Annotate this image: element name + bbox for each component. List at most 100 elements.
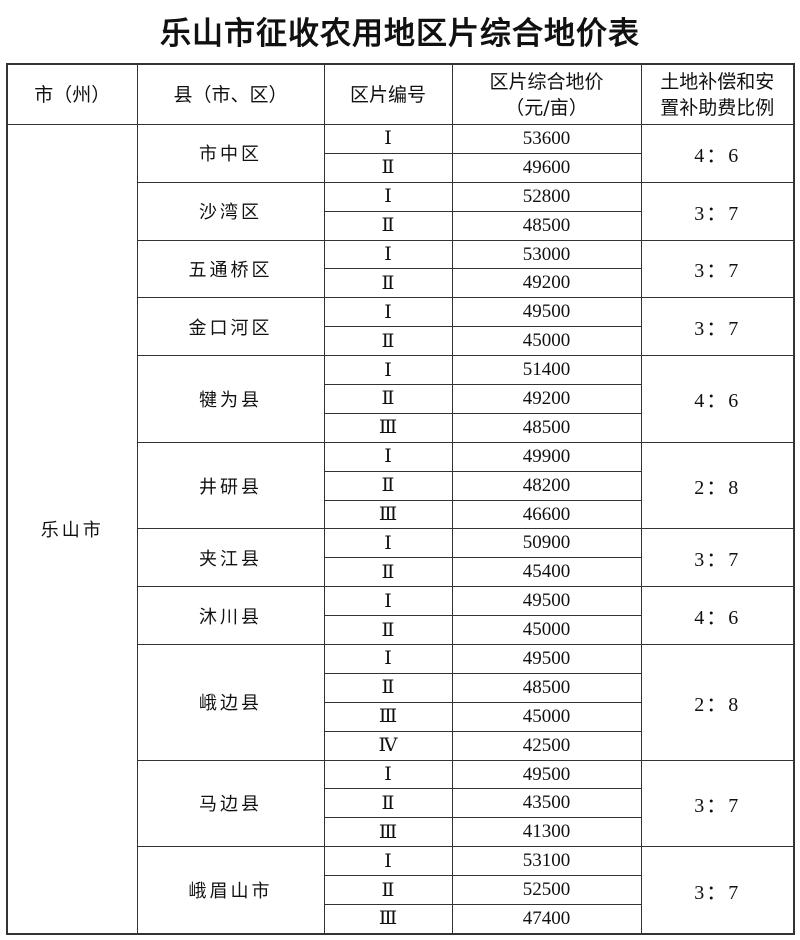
price-cell: 53600 <box>451 124 642 154</box>
header-ratio: 土地补偿和安 置补助费比例 <box>640 63 795 125</box>
land-price-table: 市（州） 县（市、区） 区片编号 区片综合地价 （元/亩） 土地补偿和安 置补助… <box>6 63 795 935</box>
zone-id-cell: Ⅱ <box>323 326 453 357</box>
zone-id-cell: Ⅰ <box>323 846 453 877</box>
price-cell: 45400 <box>451 557 642 588</box>
zone-id-cell: Ⅰ <box>323 297 453 328</box>
price-cell: 47400 <box>451 904 642 935</box>
zone-id-cell: Ⅳ <box>323 730 453 761</box>
county-cell: 犍为县 <box>136 355 325 443</box>
header-city: 市（州） <box>6 63 138 125</box>
zone-id-cell: Ⅱ <box>323 268 453 299</box>
table-row: Ⅳ 42500 <box>7 730 794 761</box>
table-row: 乐山市 市中区 Ⅰ 53600 4：6 <box>6 123 795 935</box>
zone-id-cell: Ⅱ <box>323 470 453 501</box>
zone-id-cell: Ⅱ <box>323 557 453 588</box>
table-row: Ⅱ 52500 <box>7 875 794 906</box>
zone-id-cell: Ⅲ <box>323 701 453 732</box>
price-cell: 42500 <box>451 730 642 761</box>
table-row: 金口河区 Ⅰ 49500 3：7 <box>7 297 795 357</box>
price-cell: 51400 <box>451 355 642 386</box>
zone-id-cell: Ⅰ <box>323 528 453 559</box>
county-cell: 夹江县 <box>136 528 325 588</box>
page-title: 乐山市征收农用地区片综合地价表 <box>160 16 640 52</box>
price-cell: 49500 <box>451 297 642 328</box>
price-cell: 46600 <box>451 499 642 530</box>
zone-id-cell: Ⅱ <box>323 210 453 241</box>
ratio-cell: 4：6 <box>640 586 795 646</box>
ratio-cell: 3：7 <box>640 759 795 848</box>
ratio-cell: 3：7 <box>640 239 795 299</box>
price-cell: 45000 <box>451 701 642 732</box>
price-cell: 43500 <box>451 788 642 819</box>
county-cell: 井研县 <box>136 441 325 530</box>
zone-id-cell: Ⅱ <box>323 875 453 906</box>
table-row: Ⅱ 49200 <box>7 384 794 414</box>
price-cell: 50900 <box>451 528 642 559</box>
zone-id-cell: Ⅰ <box>323 441 453 472</box>
ratio-cell: 3：7 <box>640 846 795 935</box>
zone-id-cell: Ⅱ <box>323 384 453 414</box>
zone-id-cell: Ⅱ <box>323 615 453 646</box>
ratio-cell: 4：6 <box>640 355 795 443</box>
price-cell: 48500 <box>451 672 642 703</box>
ratio-cell: 3：7 <box>640 181 795 241</box>
county-cell: 市中区 <box>136 124 325 183</box>
table-row: Ⅱ 49600 <box>7 152 794 183</box>
price-cell: 49500 <box>451 644 642 674</box>
table-row: Ⅱ 45400 <box>7 557 794 588</box>
ratio-cell: 2：8 <box>640 441 795 530</box>
table-row: Ⅲ 48500 <box>7 412 794 443</box>
table-row: 马边县 Ⅰ 49500 3：7 <box>7 759 795 848</box>
price-cell: 45000 <box>451 615 642 646</box>
ratio-cell: 3：7 <box>640 297 795 357</box>
price-cell: 49200 <box>451 268 642 299</box>
zone-id-cell: Ⅲ <box>323 817 453 848</box>
county-cell: 峨眉山市 <box>136 846 325 935</box>
zone-id-cell: Ⅲ <box>323 412 453 443</box>
ratio-cell: 2：8 <box>640 644 795 761</box>
header-county: 县（市、区） <box>136 63 325 125</box>
county-cell: 金口河区 <box>136 297 325 357</box>
zone-id-cell: Ⅰ <box>323 239 453 270</box>
price-cell: 52800 <box>451 181 642 212</box>
price-cell: 53100 <box>451 846 642 877</box>
price-cell: 52500 <box>451 875 642 906</box>
price-cell: 53000 <box>451 239 642 270</box>
city-cell: 乐山市 <box>6 123 138 935</box>
zone-id-cell: Ⅰ <box>323 644 453 674</box>
table-row: 井研县 Ⅰ 49900 2：8 <box>7 441 795 530</box>
header-zone-id: 区片编号 <box>323 63 453 125</box>
table-body: 乐山市 市中区 Ⅰ 53600 4：6 Ⅱ 49600 沙湾区 Ⅰ 52800 3：7 Ⅱ 48500 五… <box>6 123 795 935</box>
table-row: Ⅲ 47400 <box>7 904 794 935</box>
zone-id-cell: Ⅱ <box>323 152 453 183</box>
table-row: 夹江县 Ⅰ 50900 3：7 <box>7 528 795 588</box>
ratio-cell: 3：7 <box>640 528 795 588</box>
header-price: 区片综合地价 （元/亩） <box>451 63 642 125</box>
county-cell: 峨边县 <box>136 644 325 761</box>
table-row: Ⅱ 48500 <box>7 210 794 241</box>
price-cell: 45000 <box>451 326 642 357</box>
header-row: 市（州） 县（市、区） 区片编号 区片综合地价 （元/亩） 土地补偿和安 置补助… <box>6 63 795 125</box>
price-cell: 48500 <box>451 412 642 443</box>
county-cell: 五通桥区 <box>136 239 325 299</box>
table-row: 犍为县 Ⅰ 51400 4：6 <box>7 355 795 443</box>
zone-id-cell: Ⅰ <box>323 355 453 386</box>
price-cell: 49200 <box>451 384 642 414</box>
table-row: Ⅲ 46600 <box>7 499 794 530</box>
zone-id-cell: Ⅰ <box>323 586 453 617</box>
price-cell: 41300 <box>451 817 642 848</box>
zone-id-cell: Ⅱ <box>323 672 453 703</box>
zone-id-cell: Ⅰ <box>323 124 453 154</box>
zone-id-cell: Ⅲ <box>323 904 453 935</box>
zone-id-cell: Ⅲ <box>323 499 453 530</box>
price-cell: 48200 <box>451 470 642 501</box>
table-row: 五通桥区 Ⅰ 53000 3：7 <box>7 239 795 299</box>
zone-id-cell: Ⅱ <box>323 788 453 819</box>
price-cell: 49600 <box>451 152 642 183</box>
county-cell: 沙湾区 <box>136 181 325 241</box>
ratio-cell: 4：6 <box>640 124 795 183</box>
zone-id-cell: Ⅰ <box>323 759 453 790</box>
price-cell: 49500 <box>451 586 642 617</box>
table-row: 峨边县 Ⅰ 49500 2：8 <box>7 644 795 761</box>
price-cell: 48500 <box>451 210 642 241</box>
